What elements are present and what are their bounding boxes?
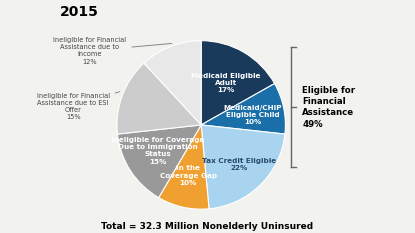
Wedge shape [144,41,201,125]
Text: Medicaid Eligible
Adult
17%: Medicaid Eligible Adult 17% [191,73,261,93]
Text: Tax Credit Eligible
22%: Tax Credit Eligible 22% [202,158,276,171]
Text: In the
Coverage Gap
10%: In the Coverage Gap 10% [160,165,217,186]
Text: Medicaid/CHIP
Eligible Child
10%: Medicaid/CHIP Eligible Child 10% [223,105,282,125]
Text: Eligible for
Financial
Assistance
49%: Eligible for Financial Assistance 49% [302,86,355,129]
Wedge shape [159,125,209,209]
Text: Total = 32.3 Million Nonelderly Uninsured: Total = 32.3 Million Nonelderly Uninsure… [101,222,314,231]
Wedge shape [117,125,201,198]
Text: Ineligible for Coverage
Due to Immigration
Status
15%: Ineligible for Coverage Due to Immigrati… [111,137,204,164]
Wedge shape [117,63,201,134]
Text: Ineligible for Financial
Assistance due to ESI
Offer
15%: Ineligible for Financial Assistance due … [37,92,120,120]
Text: 2015: 2015 [60,5,98,19]
Wedge shape [201,84,286,134]
Text: Ineligible for Financial
Assistance due to
Income
12%: Ineligible for Financial Assistance due … [54,37,172,65]
Wedge shape [201,125,285,209]
Wedge shape [201,41,275,125]
